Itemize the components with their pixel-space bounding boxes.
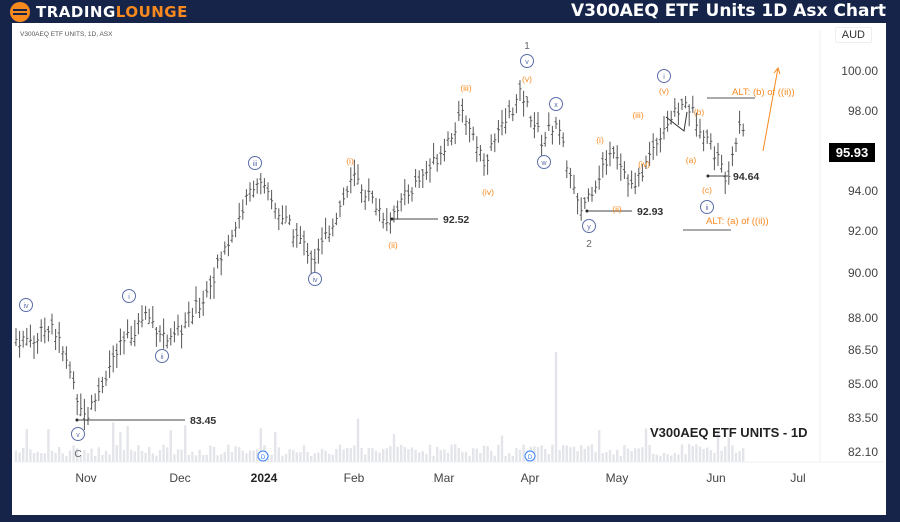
- brand-logo: TRADINGLOUNGE: [10, 1, 188, 23]
- logo-icon: [10, 2, 30, 22]
- brand-text-lounge: LOUNGE: [115, 3, 188, 21]
- currency-badge[interactable]: AUD: [834, 27, 872, 43]
- symbol-label: V300AEQ ETF UNITS, 1D, ASX: [20, 31, 113, 38]
- page-title: V300AEQ ETF Units 1D Asx Chart: [571, 1, 886, 21]
- chart-watermark: V300AEQ ETF UNITS - 1D: [650, 425, 808, 440]
- chart-panel[interactable]: V300AEQ ETF UNITS, 1D, ASX AUD: [12, 23, 886, 515]
- header-bar: TRADINGLOUNGE V300AEQ ETF Units 1D Asx C…: [0, 0, 900, 24]
- brand-text-trading: TRADING: [36, 3, 116, 21]
